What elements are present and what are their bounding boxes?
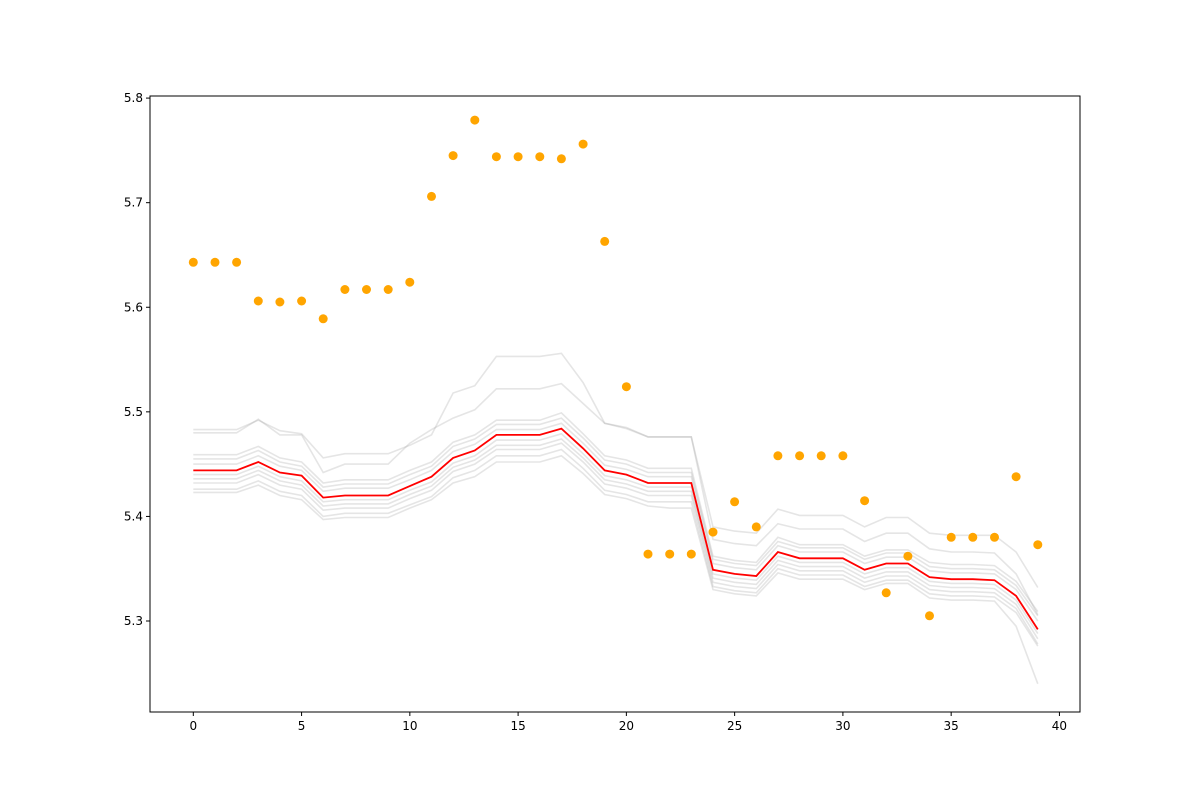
y-tick-label: 5.7	[124, 196, 143, 210]
y-tick-label: 5.3	[124, 614, 143, 628]
background-series-line-5	[193, 432, 1039, 635]
background-series-line-3	[193, 417, 1039, 617]
observed-point-6	[318, 314, 328, 324]
background-series-line-0	[193, 352, 1039, 588]
observed-point-35	[946, 532, 956, 542]
observed-point-28	[795, 451, 805, 461]
observed-point-33	[903, 551, 913, 561]
observed-point-31	[860, 496, 870, 506]
observed-point-32	[881, 588, 891, 598]
y-tick-label: 5.6	[124, 300, 143, 314]
observed-point-5	[297, 296, 307, 306]
x-tick-label: 15	[510, 719, 525, 733]
x-tick-label: 0	[189, 719, 197, 733]
observed-point-34	[925, 611, 934, 621]
observed-point-13	[470, 115, 480, 125]
observed-point-19	[600, 236, 610, 246]
observed-point-17	[556, 154, 566, 164]
x-tick-label: 35	[944, 719, 959, 733]
y-tick-label: 5.8	[124, 91, 143, 105]
y-tick-label: 5.4	[124, 509, 143, 523]
x-tick-label: 25	[727, 719, 742, 733]
x-tick-label: 20	[619, 719, 634, 733]
observed-point-26	[751, 522, 761, 532]
observed-point-36	[968, 532, 978, 542]
x-tick-label: 40	[1052, 719, 1067, 733]
observed-point-23	[686, 549, 696, 559]
x-tick-label: 10	[402, 719, 417, 733]
observed-point-25	[730, 497, 740, 507]
background-series-line-9	[193, 454, 1039, 685]
background-series-line-4	[193, 422, 1039, 622]
observed-point-38	[1011, 472, 1021, 482]
observed-point-2	[232, 257, 242, 267]
observed-point-1	[210, 257, 220, 267]
background-series-line-7	[193, 442, 1039, 645]
observed-point-27	[773, 451, 783, 461]
observed-point-9	[383, 285, 393, 294]
background-series-line-8	[193, 448, 1039, 647]
plot-frame	[149, 95, 1081, 713]
observed-point-21	[643, 549, 653, 559]
mean-line-series	[193, 427, 1039, 630]
background-series-line-6	[193, 438, 1039, 640]
observed-point-16	[535, 152, 545, 162]
y-tick-label: 5.5	[124, 405, 143, 419]
observed-point-12	[448, 151, 458, 161]
observed-point-7	[340, 285, 350, 294]
x-tick-label: 30	[835, 719, 850, 733]
observed-point-37	[990, 532, 999, 542]
observed-point-8	[362, 285, 371, 294]
observed-point-29	[816, 451, 826, 461]
background-series-line-1	[193, 382, 1039, 616]
mean-line	[193, 427, 1039, 630]
observed-point-18	[578, 139, 588, 149]
observed-point-39	[1033, 540, 1043, 550]
x-tick-label: 5	[298, 719, 306, 733]
observed-point-3	[253, 296, 263, 306]
observed-point-0	[188, 257, 198, 267]
observed-point-4	[275, 297, 285, 307]
x-axis-ticks: 0 5 10 15 20 25 30 35 40	[189, 712, 1067, 733]
observed-point-10	[405, 277, 415, 287]
observed-point-24	[708, 527, 718, 537]
observed-points	[188, 115, 1043, 621]
observed-point-15	[513, 152, 523, 162]
observed-point-30	[838, 451, 848, 461]
observed-point-22	[665, 549, 675, 559]
background-series-lines	[193, 352, 1039, 685]
observed-point-20	[621, 382, 631, 392]
background-series-line-2	[193, 411, 1039, 613]
observed-point-14	[491, 152, 501, 162]
y-axis-ticks: 5.3 5.4 5.5 5.6 5.7 5.8	[124, 91, 150, 628]
observed-point-11	[427, 191, 436, 201]
